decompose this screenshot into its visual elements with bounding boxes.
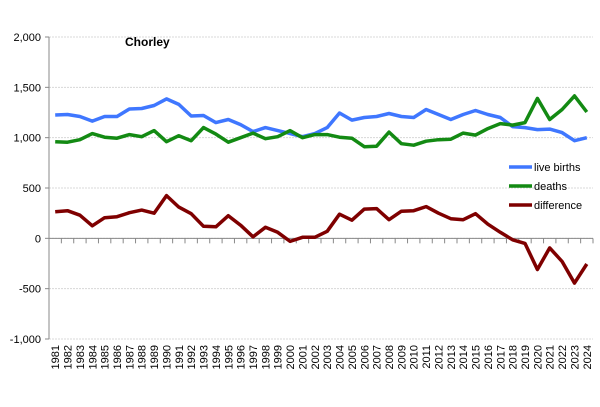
x-tick-label: 2006 <box>359 345 371 369</box>
x-tick-label: 1995 <box>223 345 235 369</box>
legend-label: deaths <box>534 181 568 193</box>
x-tick-label: 1983 <box>75 345 87 369</box>
x-tick-label: 1988 <box>137 345 149 369</box>
legend-label: live births <box>534 162 581 174</box>
x-tick-label: 2007 <box>372 345 384 369</box>
x-tick-label: 2004 <box>335 345 347 369</box>
legend-label: difference <box>534 200 582 212</box>
x-tick-label: 2021 <box>545 345 557 369</box>
y-tick-label: -500 <box>19 284 41 296</box>
x-tick-label: 2000 <box>285 345 297 369</box>
x-tick-label: 1984 <box>87 345 99 369</box>
x-tick-label: 1986 <box>112 345 124 369</box>
x-tick-label: 2023 <box>569 345 581 369</box>
x-tick-label: 1997 <box>248 345 260 369</box>
x-tick-label: 1982 <box>63 345 75 369</box>
x-tick-label: 1981 <box>50 345 62 369</box>
x-tick-label: 1991 <box>174 345 186 369</box>
y-tick-label: 1,500 <box>13 82 41 94</box>
x-tick-label: 2009 <box>396 345 408 369</box>
x-tick-label: 1989 <box>149 345 161 369</box>
x-tick-label: 2024 <box>582 345 594 369</box>
x-tick-label: 2008 <box>384 345 396 369</box>
y-tick-label: 0 <box>35 233 41 245</box>
x-tick-label: 2020 <box>532 345 544 369</box>
series-line-difference <box>55 193 589 285</box>
x-tick-label: 1993 <box>199 345 211 369</box>
x-tick-label: 1987 <box>124 345 136 369</box>
x-tick-label: 1999 <box>273 345 285 369</box>
series-line-live-births <box>55 97 588 143</box>
x-tick-label: 2001 <box>297 345 309 369</box>
x-tick-label: 2019 <box>520 345 532 369</box>
chart-title: Chorley <box>125 35 170 49</box>
x-tick-label: 2014 <box>458 345 470 369</box>
x-tick-label: 2022 <box>557 345 569 369</box>
x-tick-label: 2010 <box>409 345 421 369</box>
y-tick-label: 1,000 <box>13 133 41 145</box>
x-tick-label: 2003 <box>322 345 334 369</box>
x-tick-label: 2005 <box>347 345 359 369</box>
x-tick-label: 2016 <box>483 345 495 369</box>
x-tick-label: 2018 <box>508 345 520 369</box>
x-tick-label: 2015 <box>471 345 483 369</box>
x-tick-label: 1996 <box>236 345 248 369</box>
y-tick-label: 500 <box>23 183 41 195</box>
y-tick-label: 2,000 <box>13 32 41 44</box>
x-tick-label: 1998 <box>260 345 272 369</box>
x-tick-label: 1992 <box>186 345 198 369</box>
y-tick-label: -1,000 <box>10 334 41 346</box>
x-tick-label: 2013 <box>446 345 458 369</box>
x-tick-label: 2002 <box>310 345 322 369</box>
x-tick-label: 2012 <box>433 345 445 369</box>
x-tick-label: 2011 <box>421 345 433 369</box>
x-tick-label: 1994 <box>211 345 223 369</box>
x-tick-label: 1985 <box>100 345 112 369</box>
x-tick-label: 2017 <box>495 345 507 369</box>
x-tick-label: 1990 <box>161 345 173 369</box>
series-line-deaths <box>55 94 589 149</box>
